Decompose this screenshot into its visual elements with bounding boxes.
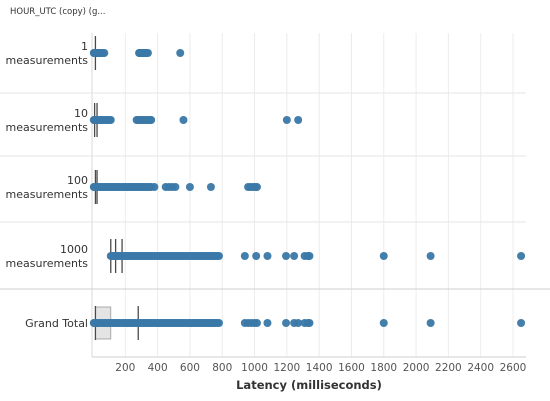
row-label: 10 <box>74 107 88 120</box>
data-point <box>185 183 194 191</box>
data-point <box>263 252 272 260</box>
row-label: Grand Total <box>25 317 88 330</box>
row-label: measurements <box>6 188 89 201</box>
data-point <box>305 319 314 327</box>
x-tick-label: 800 <box>212 362 232 374</box>
data-point <box>294 116 303 124</box>
data-point <box>252 252 261 260</box>
data-point <box>282 252 291 260</box>
x-tick-label: 600 <box>180 362 200 374</box>
x-tick-label: 1000 <box>241 362 268 374</box>
x-tick-label: 2600 <box>500 362 527 374</box>
data-point <box>176 49 185 57</box>
data-point <box>215 252 223 260</box>
data-point <box>252 183 261 191</box>
data-point <box>294 319 303 327</box>
data-point <box>150 183 159 191</box>
data-point <box>206 183 215 191</box>
row-label: measurements <box>6 257 89 270</box>
row-label: 100 <box>67 174 88 187</box>
data-point <box>179 116 188 124</box>
data-point <box>517 319 526 327</box>
data-point <box>215 319 223 327</box>
x-axis-title: Latency (milliseconds) <box>236 378 382 392</box>
row-label: measurements <box>6 121 89 134</box>
row-label: measurements <box>6 54 89 67</box>
data-point <box>282 319 291 327</box>
data-point <box>305 252 314 260</box>
x-tick-label: 400 <box>148 362 168 374</box>
data-point <box>240 252 249 260</box>
data-point <box>106 116 115 124</box>
data-point <box>517 252 526 260</box>
x-tick-label: 200 <box>115 362 135 374</box>
x-tick-label: 1400 <box>306 362 333 374</box>
row-label: 1000 <box>60 243 88 256</box>
data-point <box>100 49 109 57</box>
data-point <box>252 319 261 327</box>
data-point <box>426 252 435 260</box>
x-tick-label: 2400 <box>467 362 494 374</box>
row-label: 1 <box>81 40 88 53</box>
x-tick-label: 2200 <box>435 362 462 374</box>
data-point <box>426 319 435 327</box>
data-point <box>282 116 291 124</box>
x-tick-label: 1600 <box>338 362 365 374</box>
data-point <box>379 252 388 260</box>
data-point <box>290 252 299 260</box>
data-point <box>379 319 388 327</box>
data-point <box>263 319 272 327</box>
x-tick-label: 1800 <box>370 362 397 374</box>
x-tick-label: 2000 <box>403 362 430 374</box>
data-point <box>143 49 152 57</box>
data-point <box>171 183 180 191</box>
data-point <box>147 116 156 124</box>
x-tick-label: 1200 <box>273 362 300 374</box>
row-header-label: HOUR_UTC (copy) (g... <box>10 7 105 17</box>
